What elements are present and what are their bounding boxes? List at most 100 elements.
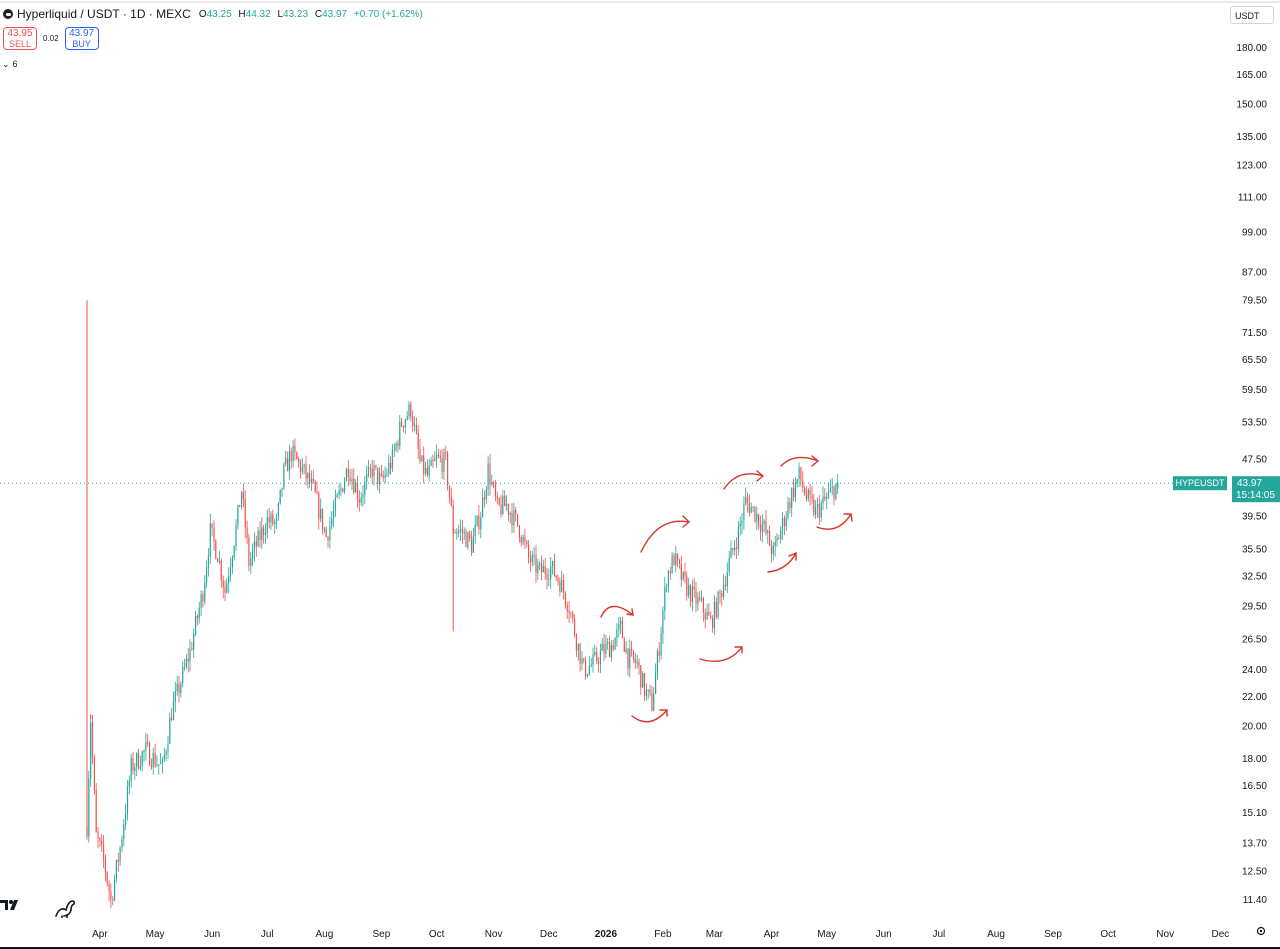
candle-body [807, 490, 809, 499]
candle-body [382, 475, 384, 478]
candle-body [614, 637, 616, 650]
candle-body [218, 560, 221, 563]
candle-body [342, 488, 344, 492]
symbol-title[interactable]: Hyperliquid / USDT · 1D · MEXC [17, 7, 191, 21]
candle-body [97, 832, 99, 839]
currency-button[interactable]: USDT [1230, 6, 1274, 24]
open-key: O [198, 8, 207, 20]
candle-body [426, 467, 428, 476]
candle-body [334, 497, 336, 511]
price-tick-label: 29.50 [1242, 601, 1267, 612]
candle-body [505, 503, 508, 506]
candle-body [770, 545, 773, 555]
buy-button[interactable]: 43.97 BUY [64, 27, 99, 50]
candle-body [719, 591, 721, 594]
price-axis[interactable]: 180.00 165.00 150.00 135.00 123.00 111.00 99.0… [1236, 43, 1267, 906]
candle-body [767, 530, 769, 533]
candle-body [662, 610, 664, 634]
candle-body [412, 416, 414, 426]
candle-body [198, 607, 200, 619]
dino-icon[interactable] [54, 898, 76, 923]
candle-body [458, 530, 460, 533]
annotation-arrow-head [626, 608, 634, 616]
candle-body [704, 612, 706, 620]
candle-body [95, 790, 97, 833]
candle-body [380, 473, 382, 476]
candle-body [434, 458, 436, 461]
candle-body [586, 674, 589, 677]
candle-body [178, 683, 180, 693]
price-tick-label: 16.50 [1242, 781, 1267, 792]
candle-body [480, 517, 482, 530]
candle-body [500, 504, 502, 514]
time-tick-label: Aug [987, 929, 1005, 940]
candle-body [314, 481, 316, 492]
time-tick-label: Dec [540, 929, 558, 940]
candle-body [421, 455, 423, 461]
time-axis[interactable]: Apr May Jun Jul Aug Sep Oct Nov Dec 2026 Feb Mar Apr… [92, 929, 1229, 940]
candle-body [693, 586, 695, 590]
candle-body [623, 638, 625, 652]
candle-body [765, 520, 767, 533]
candle-body [145, 742, 147, 751]
annotation-arrow [767, 552, 797, 573]
candle-body [423, 455, 425, 474]
indicators-toggle[interactable]: ⌄ 6 [2, 59, 18, 70]
settings-gear-icon[interactable] [1256, 926, 1266, 939]
candle-body [448, 485, 451, 497]
candle-body [726, 572, 728, 587]
price-tick-label: 79.50 [1242, 295, 1267, 306]
candle-body [106, 872, 108, 884]
hyperliquid-logo-icon [3, 9, 13, 19]
candle-body [413, 424, 416, 426]
candle-body [253, 541, 255, 551]
candle-body [189, 648, 191, 662]
annotation-arrow-head [843, 513, 853, 522]
trade-buttons: 43.95 SELL 0.02 43.97 BUY [3, 27, 99, 50]
candle-body [789, 502, 791, 508]
candle-body [307, 473, 309, 479]
price-tick-label: 15.10 [1242, 808, 1267, 819]
price-tick-label: 26.50 [1242, 635, 1267, 646]
candle-body [761, 524, 763, 532]
close-value: 43.97 [322, 8, 348, 20]
candle-body [467, 532, 469, 548]
candle-body [390, 462, 392, 469]
candle-body [555, 575, 557, 578]
candle-body [141, 751, 143, 767]
candle-body [734, 547, 736, 550]
candle-body [110, 891, 112, 899]
candle-body [349, 476, 351, 482]
candle-body [537, 564, 539, 573]
candle-body [191, 648, 193, 650]
candle-body [241, 492, 243, 507]
candle-body [564, 592, 566, 605]
price-tick-label: 11.40 [1243, 895, 1268, 906]
tradingview-logo-icon[interactable] [0, 898, 24, 917]
candle-body [452, 505, 454, 533]
candle-body [656, 651, 658, 674]
sell-button[interactable]: 43.95 SELL [3, 27, 37, 50]
candle-body [826, 496, 828, 499]
candle-body [476, 515, 478, 525]
candle-body [511, 512, 513, 526]
candle-body [320, 508, 322, 520]
candle-body [419, 449, 421, 461]
candle-body [574, 618, 576, 636]
candle-body [603, 643, 605, 654]
candle-body [323, 528, 325, 530]
candle-body [185, 658, 187, 667]
candle-body [498, 498, 500, 505]
candle-body [298, 459, 300, 462]
annotation-arrow [631, 709, 668, 723]
candle-body [222, 580, 224, 588]
candle-body [642, 673, 644, 688]
candle-body [139, 766, 141, 769]
annotation-arrow-head [756, 470, 765, 482]
candle-body [544, 566, 546, 574]
candle-body [695, 589, 697, 604]
candle-body [723, 584, 725, 597]
annotation-arrow-head [811, 455, 820, 467]
candle-body [375, 465, 377, 468]
